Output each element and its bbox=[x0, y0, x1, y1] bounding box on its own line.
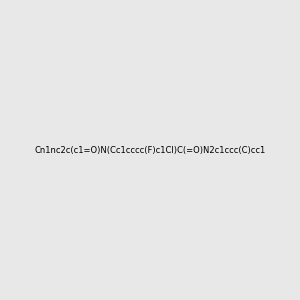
Text: Cn1nc2c(c1=O)N(Cc1cccc(F)c1Cl)C(=O)N2c1ccc(C)cc1: Cn1nc2c(c1=O)N(Cc1cccc(F)c1Cl)C(=O)N2c1c… bbox=[34, 146, 266, 154]
